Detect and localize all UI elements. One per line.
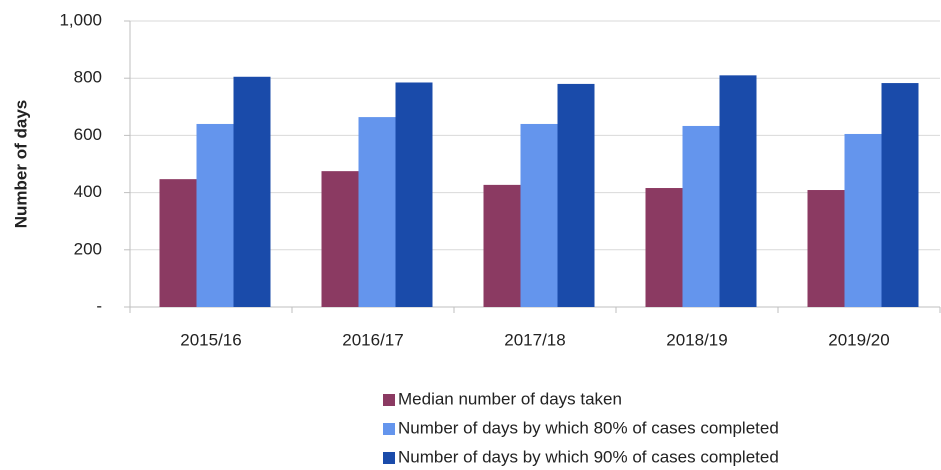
x-tick-label: 2019/20 (828, 330, 889, 349)
legend-swatch (383, 423, 395, 435)
bar (358, 117, 396, 307)
legend-swatch (383, 394, 395, 406)
bar (483, 184, 521, 307)
bar (159, 179, 197, 307)
x-tick-label: 2015/16 (180, 330, 241, 349)
legend-label: Number of days by which 90% of cases com… (398, 447, 779, 466)
y-tick-label: - (96, 296, 102, 315)
y-tick-label: 400 (74, 182, 102, 201)
bar (719, 75, 757, 307)
legend-swatch (383, 452, 395, 464)
y-tick-label: 600 (74, 125, 102, 144)
x-tick-label: 2017/18 (504, 330, 565, 349)
x-tick-label: 2018/19 (666, 330, 727, 349)
legend-label: Number of days by which 80% of cases com… (398, 418, 779, 437)
bar (395, 82, 433, 308)
bar (196, 123, 234, 308)
y-tick-label: 1,000 (59, 10, 102, 29)
bar (645, 188, 683, 307)
bar (844, 133, 882, 307)
y-tick-label: 200 (74, 239, 102, 258)
x-tick-label: 2016/17 (342, 330, 403, 349)
y-tick-label: 800 (74, 68, 102, 87)
bar (321, 171, 359, 307)
bar (682, 125, 720, 307)
bar (520, 123, 558, 308)
bar (807, 190, 845, 307)
bar (881, 83, 919, 307)
y-axis-label: Number of days (11, 100, 30, 228)
legend-label: Median number of days taken (398, 389, 622, 408)
bar (233, 76, 271, 308)
bar (557, 83, 595, 307)
